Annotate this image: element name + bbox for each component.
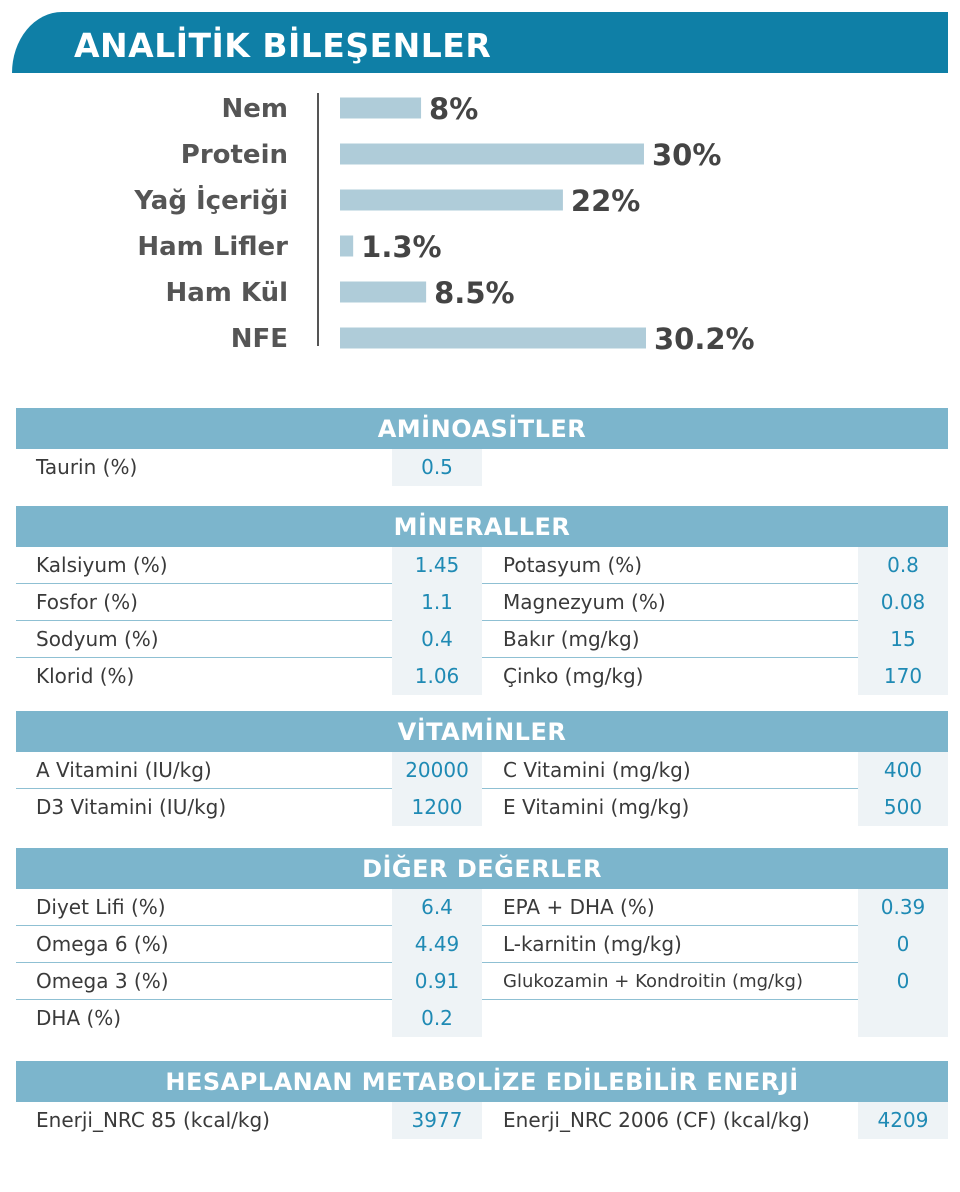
table-row: A Vitamini (IU/kg) 20000 C Vitamini (mg/…	[16, 752, 948, 789]
row-label: A Vitamini (IU/kg)	[36, 758, 212, 782]
row-label: Sodyum (%)	[36, 627, 159, 651]
row-value: 6.4	[392, 889, 482, 926]
row-label: Bakır (mg/kg)	[503, 627, 640, 651]
value-label: 8%	[429, 92, 478, 126]
value-label: 1.3%	[361, 230, 441, 264]
table-row: Fosfor (%) 1.1 Magnezyum (%) 0.08	[16, 584, 948, 621]
other-values-section: DİĞER DEĞERLER Diyet Lifi (%) 6.4 EPA + …	[16, 848, 948, 1037]
category-label: NFE	[231, 324, 288, 354]
row-value: 4.49	[392, 926, 482, 963]
row-value: 400	[858, 752, 948, 789]
energy-header: HESAPLANAN METABOLİZE EDİLEBİLİR ENERJİ	[16, 1061, 948, 1102]
row-label: Fosfor (%)	[36, 590, 138, 614]
row-label: E Vitamini (mg/kg)	[503, 795, 690, 819]
energy-section: HESAPLANAN METABOLİZE EDİLEBİLİR ENERJİ …	[16, 1061, 948, 1139]
table-row: Klorid (%) 1.06 Çinko (mg/kg) 170	[16, 658, 948, 695]
vitamins-header: VİTAMİNLER	[16, 711, 948, 752]
row-value: 1.06	[392, 658, 482, 695]
table-row: Taurin (%) 0.5	[16, 449, 948, 486]
row-value: 1200	[392, 789, 482, 826]
row-value: 3977	[392, 1102, 482, 1139]
row-value: 500	[858, 789, 948, 826]
row-label: Magnezyum (%)	[503, 590, 666, 614]
category-label: Nem	[222, 94, 289, 124]
category-label: Ham Kül	[165, 278, 288, 308]
row-label: C Vitamini (mg/kg)	[503, 758, 691, 782]
table-row: Enerji_NRC 85 (kcal/kg) 3977 Enerji_NRC …	[16, 1102, 948, 1139]
category-label: Protein	[181, 140, 288, 170]
row-value: 0.08	[858, 584, 948, 621]
row-label: EPA + DHA (%)	[503, 895, 655, 919]
category-label: Ham Lifler	[137, 232, 288, 262]
category-label: Yağ İçeriği	[133, 184, 288, 216]
row-value: 1.45	[392, 547, 482, 584]
bar	[340, 97, 422, 119]
page-title: ANALİTİK BİLEŞENLER	[74, 26, 492, 65]
empty-value-cell	[858, 999, 948, 1037]
aminoacids-section: AMİNOASİTLER Taurin (%) 0.5	[16, 408, 948, 486]
value-label: 30%	[652, 138, 721, 172]
value-label: 8.5%	[434, 276, 514, 310]
row-label: Enerji_NRC 85 (kcal/kg)	[36, 1108, 270, 1132]
bar	[340, 281, 427, 303]
row-label: Kalsiyum (%)	[36, 553, 168, 577]
row-value: 170	[858, 658, 948, 695]
table-row: DHA (%) 0.2	[16, 999, 948, 1037]
row-label: Diyet Lifi (%)	[36, 895, 166, 919]
value-label: 30.2%	[654, 322, 755, 356]
row-label: Glukozamin + Kondroitin (mg/kg)	[503, 971, 803, 992]
minerals-header: MİNERALLER	[16, 506, 948, 547]
row-value: 0.4	[392, 621, 482, 658]
row-label: Enerji_NRC 2006 (CF) (kcal/kg)	[503, 1108, 810, 1132]
table-row: Omega 6 (%) 4.49 L-karnitin (mg/kg) 0	[16, 926, 948, 963]
table-row: Omega 3 (%) 0.91 Glukozamin + Kondroitin…	[16, 963, 948, 1000]
row-value: 0.5	[392, 449, 482, 486]
other-values-header: DİĞER DEĞERLER	[16, 848, 948, 889]
analytic-bar-chart: Nem 8% Protein 30% Yağ İçeriği 22% Ham Lifler 1…	[133, 92, 755, 356]
row-value: 0.8	[858, 547, 948, 584]
row-label: Omega 6 (%)	[36, 932, 169, 956]
vitamins-section: VİTAMİNLER A Vitamini (IU/kg) 20000 C Vi…	[16, 711, 948, 826]
table-row: Sodyum (%) 0.4 Bakır (mg/kg) 15	[16, 621, 948, 658]
row-value: 0.91	[392, 963, 482, 1000]
table-row: D3 Vitamini (IU/kg) 1200 E Vitamini (mg/…	[16, 789, 948, 826]
row-value: 15	[858, 621, 948, 658]
value-label: 22%	[571, 184, 640, 218]
row-label: D3 Vitamini (IU/kg)	[36, 795, 227, 819]
bar	[340, 327, 646, 349]
row-label: Klorid (%)	[36, 664, 135, 688]
row-label: DHA (%)	[36, 1006, 122, 1030]
bar	[340, 189, 563, 211]
row-label: Omega 3 (%)	[36, 969, 169, 993]
row-value: 4209	[858, 1102, 948, 1139]
row-label: Potasyum (%)	[503, 553, 643, 577]
row-value: 0	[858, 963, 948, 1000]
minerals-section: MİNERALLER Kalsiyum (%) 1.45 Potasyum (%…	[16, 506, 948, 695]
row-value: 20000	[392, 752, 482, 789]
bar	[340, 143, 644, 165]
row-label: Çinko (mg/kg)	[503, 664, 644, 688]
row-label: Taurin (%)	[36, 455, 138, 479]
table-row: Kalsiyum (%) 1.45 Potasyum (%) 0.8	[16, 547, 948, 584]
table-row: Diyet Lifi (%) 6.4 EPA + DHA (%) 0.39	[16, 889, 948, 926]
header-banner: ANALİTİK BİLEŞENLER	[12, 12, 948, 73]
row-label: L-karnitin (mg/kg)	[503, 932, 682, 956]
bar	[340, 235, 354, 257]
row-value: 0.39	[858, 889, 948, 926]
row-value: 0.2	[392, 1000, 482, 1037]
row-value: 0	[858, 926, 948, 963]
row-value: 1.1	[392, 584, 482, 621]
aminoacids-header: AMİNOASİTLER	[16, 408, 948, 449]
